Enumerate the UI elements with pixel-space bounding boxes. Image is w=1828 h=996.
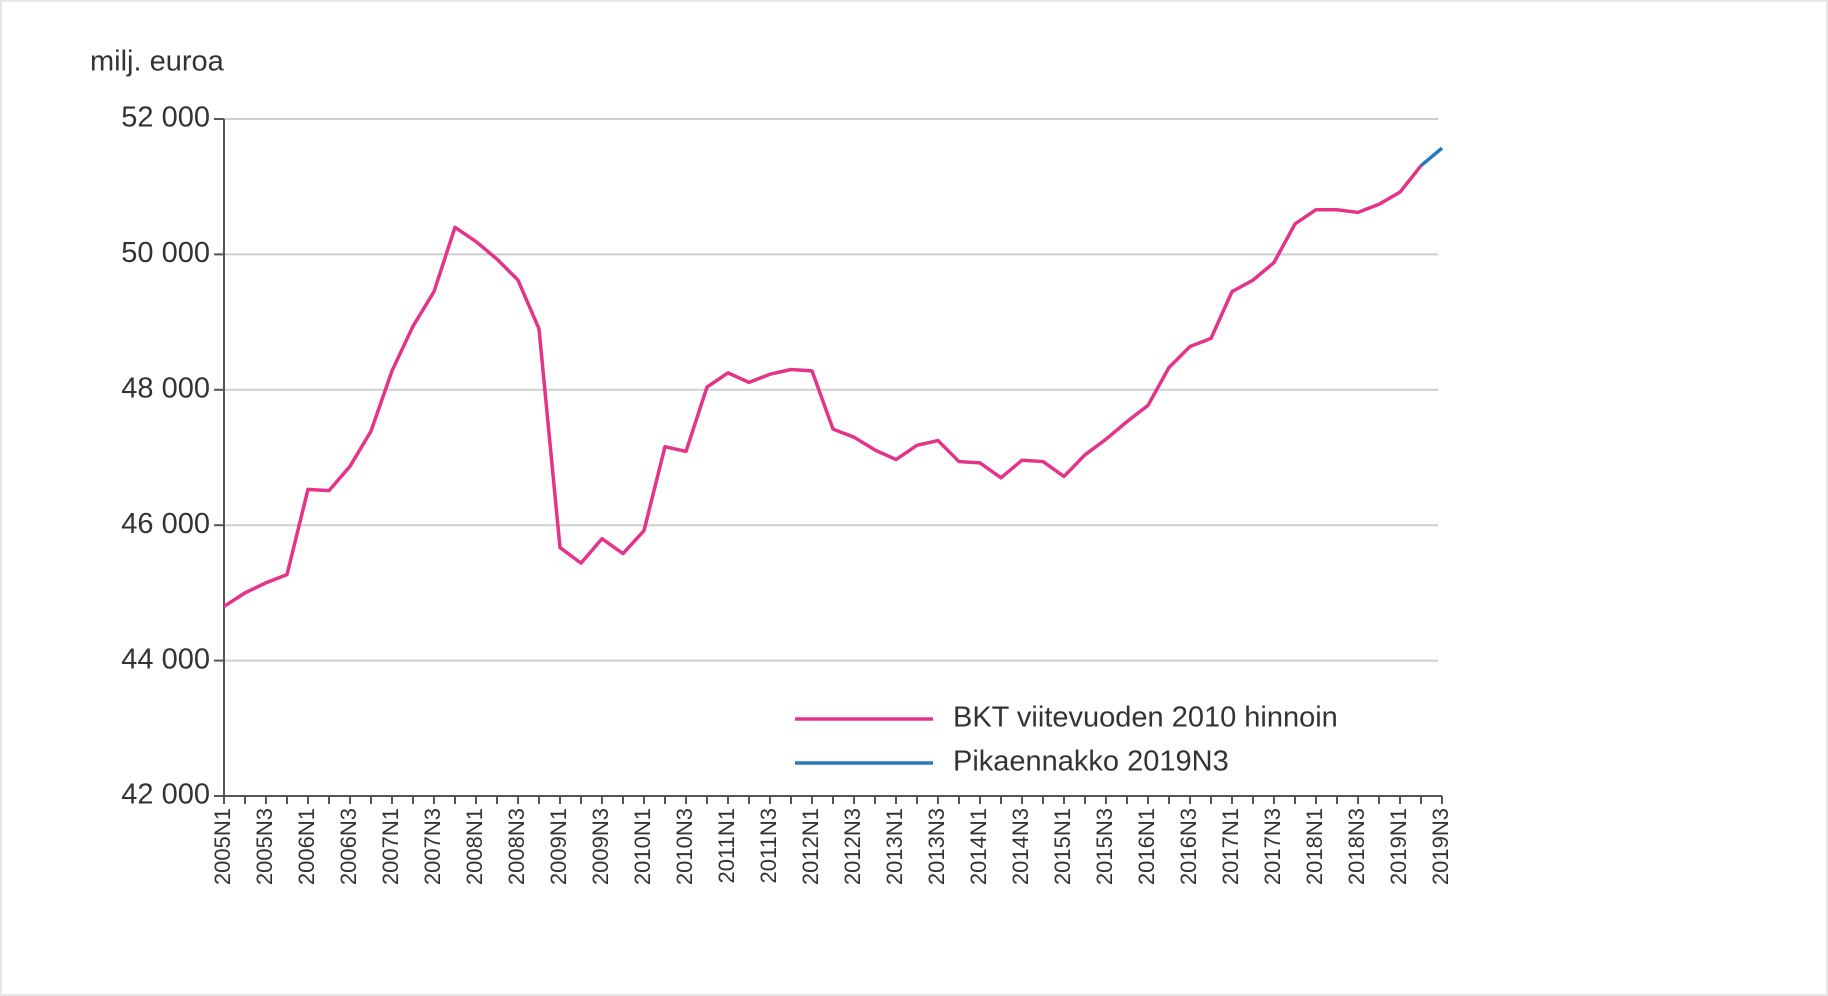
x-tick-label: 2006N3 xyxy=(336,808,361,885)
x-tick-label: 2013N3 xyxy=(924,808,949,885)
y-tick-label: 46 000 xyxy=(121,508,210,540)
x-tick-label: 2009N3 xyxy=(588,808,613,885)
x-tick-label: 2019N3 xyxy=(1428,808,1453,885)
series-line xyxy=(223,164,1423,608)
y-tick-label: 42 000 xyxy=(121,779,210,811)
y-tick-label: 52 000 xyxy=(121,102,210,134)
x-tick-label: 2008N3 xyxy=(504,808,529,885)
legend-label: Pikaennakko 2019N3 xyxy=(953,746,1229,778)
x-tick-label: 2007N1 xyxy=(378,808,403,885)
y-tick-label: 50 000 xyxy=(121,237,210,269)
x-tick-label: 2012N3 xyxy=(840,808,865,885)
x-tick-label: 2017N1 xyxy=(1218,808,1243,885)
x-tick-label: 2019N1 xyxy=(1386,808,1411,885)
x-tick-label: 2015N3 xyxy=(1092,808,1117,885)
x-tick-label: 2012N1 xyxy=(798,808,823,885)
x-tick-label: 2010N1 xyxy=(630,808,655,885)
x-tick-label: 2014N1 xyxy=(966,808,991,885)
x-tick-label: 2015N1 xyxy=(1050,808,1075,885)
x-tick-label: 2009N1 xyxy=(546,808,571,885)
x-tick-label: 2017N3 xyxy=(1260,808,1285,885)
x-tick-label: 2016N3 xyxy=(1176,808,1201,885)
x-tick-label: 2008N1 xyxy=(462,808,487,885)
x-tick-label: 2006N1 xyxy=(294,808,319,885)
x-tick-label: 2007N3 xyxy=(420,808,445,885)
y-tick-label: 44 000 xyxy=(121,643,210,675)
x-tick-label: 2005N3 xyxy=(252,808,277,885)
x-tick-label: 2018N3 xyxy=(1344,808,1369,885)
x-tick-label: 2011N1 xyxy=(714,808,739,883)
y-tick-label: 48 000 xyxy=(121,372,210,404)
series-line xyxy=(1419,146,1444,168)
x-tick-label: 2005N1 xyxy=(210,808,235,885)
x-tick-label: 2014N3 xyxy=(1008,808,1033,885)
x-tick-label: 2016N1 xyxy=(1134,808,1159,885)
x-tick-label: 2013N1 xyxy=(882,808,907,885)
y-axis-label: milj. euroa xyxy=(90,46,225,78)
x-tick-label: 2011N3 xyxy=(756,808,781,883)
x-tick-label: 2010N3 xyxy=(672,808,697,885)
legend-label: BKT viitevuoden 2010 hinnoin xyxy=(953,702,1338,734)
x-tick-label: 2018N1 xyxy=(1302,808,1327,885)
